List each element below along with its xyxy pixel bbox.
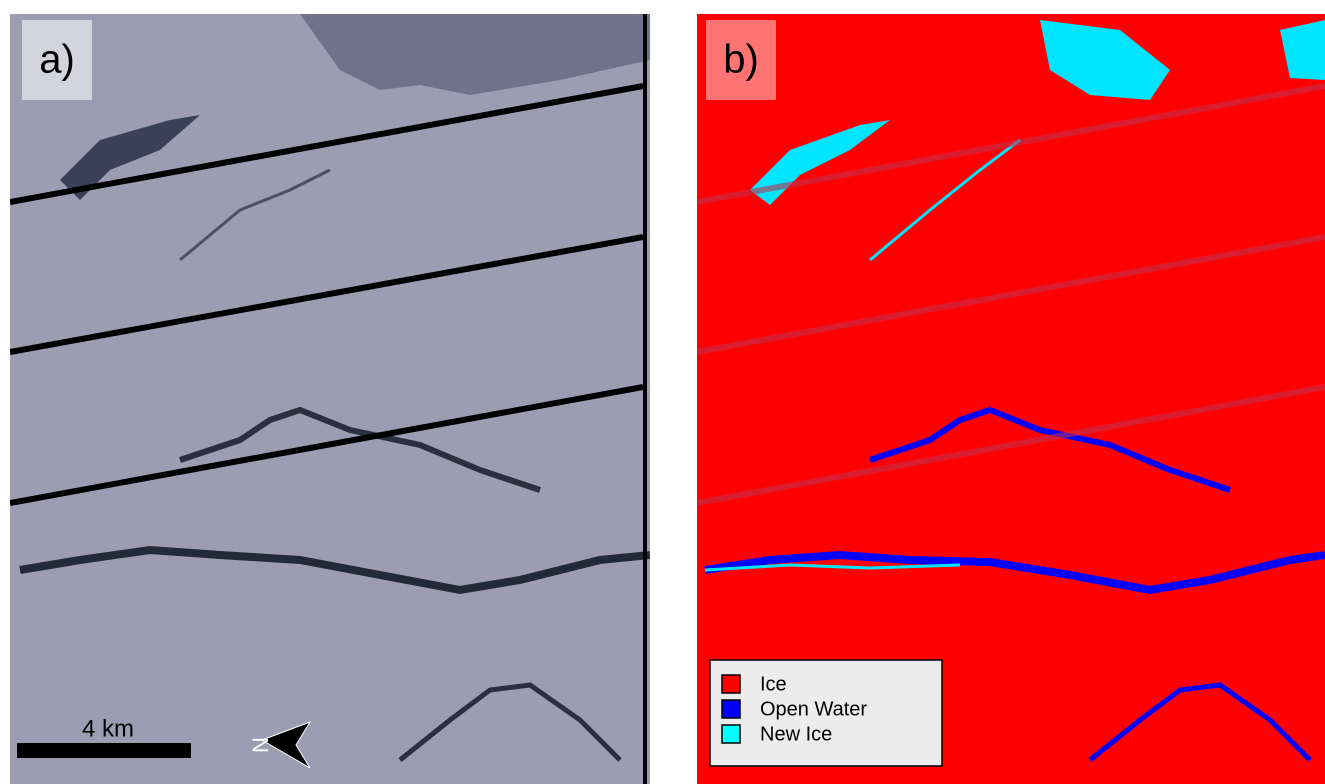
scale-bar-label: 4 km <box>82 715 134 742</box>
legend-label: New Ice <box>760 723 832 745</box>
figure: a) 4 km N b) Ice Open Water New Ice <box>0 0 1325 784</box>
panel-label: a) <box>39 38 75 82</box>
sar-image <box>10 14 650 784</box>
north-label: N <box>248 737 273 753</box>
legend: Ice Open Water New Ice <box>710 660 942 766</box>
legend-label: Open Water <box>760 698 867 720</box>
legend-label: Ice <box>760 673 787 695</box>
legend-swatch <box>722 700 740 718</box>
legend-swatch <box>722 725 740 743</box>
panel-label: b) <box>723 38 759 82</box>
panel-a-image <box>10 14 650 784</box>
scale-bar <box>17 743 191 758</box>
legend-swatch <box>722 675 740 693</box>
